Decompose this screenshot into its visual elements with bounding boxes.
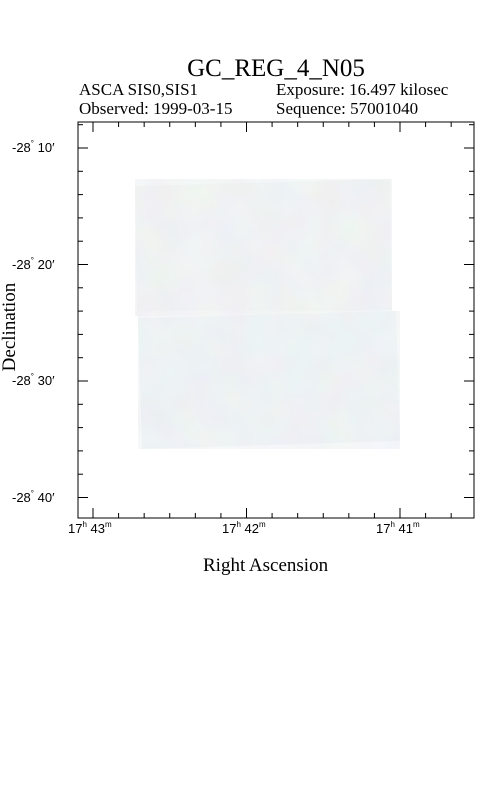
exposure-label: Exposure: 16.497 kilosec [276,80,449,99]
axis-ticks [78,122,474,518]
x-tick-label-2: 17h 42m [222,520,266,536]
x-axis-label: Right Ascension [203,555,329,576]
y-tick-label-1: -28° 10′ [12,139,55,155]
image-title: GC_REG_4_N05 [187,55,365,82]
y-tick-label-2: -28° 20′ [12,256,55,272]
y-axis-label: Declination [0,282,20,372]
instrument-label: ASCA SIS0,SIS1 [79,80,199,99]
observed-date-label: Observed: 1999-03-15 [79,99,233,118]
y-tick-label-4: -28° 40′ [12,489,55,505]
x-tick-label-1: 17h 43m [68,520,112,536]
plot-frame [77,121,475,519]
y-tick-label-3: -28° 30′ [12,372,55,388]
x-tick-label-3: 17h 41m [376,520,420,536]
sequence-label: Sequence: 57001040 [276,99,419,118]
